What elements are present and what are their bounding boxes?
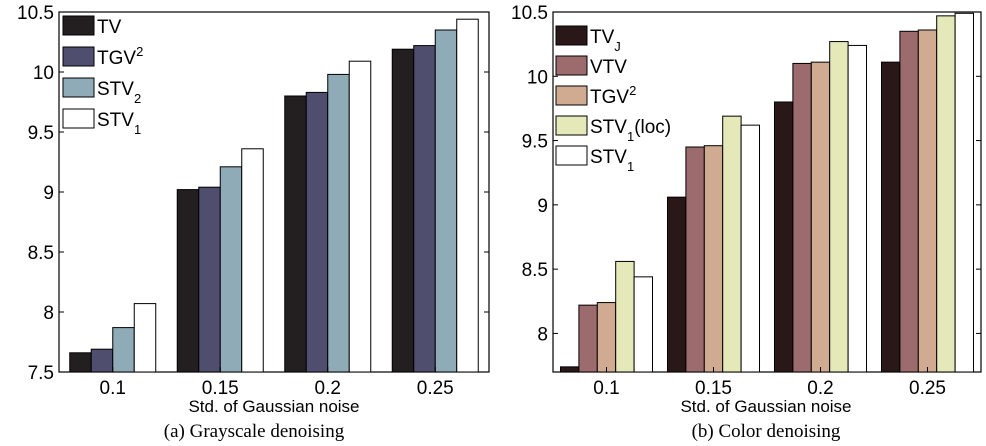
legend-swatch xyxy=(62,46,95,67)
y-tick-label: 10 xyxy=(33,63,54,84)
x-axis-label: Std. of Gaussian noise xyxy=(188,397,359,416)
x-axis-ticks: 0.1 0.15 0.2 0.25 xyxy=(593,367,946,399)
bar-tv-0_2 xyxy=(284,95,307,373)
y-axis-ticks: 7.5 8 8.5 9 9.5 10 10.5 xyxy=(17,3,489,384)
bar-stv1-loc--0_1 xyxy=(615,260,635,373)
bar-tv-0_25 xyxy=(391,48,415,373)
x-axis-label: Std. of Gaussian noise xyxy=(680,397,851,416)
legend: TV TGV2 STV2 STV1 xyxy=(62,15,143,137)
caption: (a) Grayscale denoising xyxy=(164,421,345,442)
bar-stv1-0_15 xyxy=(740,124,761,373)
x-tick-label: 0.15 xyxy=(202,378,239,399)
bar-stv1-0_25 xyxy=(456,18,479,373)
bar-tgv2-0_25 xyxy=(413,45,436,373)
y-tick-label: 9 xyxy=(537,196,548,217)
x-tick-label: 0.2 xyxy=(807,378,833,399)
y-tick-label: 8.5 xyxy=(28,243,54,264)
y-tick-label: 10.5 xyxy=(511,3,548,24)
bar-tgv2-0_15 xyxy=(198,186,221,373)
bar-tgv2-0_1 xyxy=(596,302,617,373)
x-tick-label: 0.1 xyxy=(100,378,126,399)
y-tick-label: 7.5 xyxy=(28,363,54,384)
x-tick-label: 0.15 xyxy=(695,378,732,399)
y-tick-label: 10 xyxy=(527,67,548,88)
bar-tvj-0_1 xyxy=(559,366,580,373)
y-tick-label: 9.5 xyxy=(522,132,548,153)
legend-label: STV2 xyxy=(97,79,141,106)
plot-area-frame xyxy=(552,11,982,373)
chart-panel-color: 8 8.5 9 9.5 10 10.5 0.1 0.15 0.2 0.25 TVJ VTV TGV2… xyxy=(511,3,982,442)
bar-stv2-0_1 xyxy=(112,327,135,373)
legend-swatch xyxy=(555,85,588,106)
bar-tvj-0_15 xyxy=(666,196,687,373)
bar-vtv-0_25 xyxy=(899,30,919,373)
bar-stv1-0_1 xyxy=(133,303,157,373)
y-tick-label: 10.5 xyxy=(17,3,54,24)
legend-label: TGV2 xyxy=(590,83,636,108)
bar-tvj-0_2 xyxy=(773,101,794,373)
legend-swatch xyxy=(555,25,588,46)
bar-stv2-0_15 xyxy=(219,166,243,373)
bar-stv1-0_15 xyxy=(241,148,264,373)
y-tick-label: 9.5 xyxy=(28,123,54,144)
legend-swatch xyxy=(555,115,588,136)
legend-label: STV1(loc) xyxy=(590,117,671,144)
bar-stv2-0_2 xyxy=(327,73,350,373)
legend-swatch xyxy=(555,145,588,166)
legend-label: TVJ xyxy=(590,27,621,54)
legend-swatch xyxy=(62,108,95,129)
bar-group xyxy=(559,12,975,373)
bar-group xyxy=(69,18,479,373)
x-axis-ticks: 0.1 0.15 0.2 0.25 xyxy=(100,367,454,399)
legend-label: TGV2 xyxy=(97,44,143,69)
legend-label: VTV xyxy=(590,57,627,78)
chart-panel-grayscale: 7.5 8 8.5 9 9.5 10 10.5 0.1 0.15 0.2 0.25 TV TGV2 S… xyxy=(17,3,490,442)
bar-tgv2-0_1 xyxy=(90,348,114,373)
legend-swatch xyxy=(62,15,95,36)
legend-label: TV xyxy=(97,17,122,38)
bar-stv1-loc--0_25 xyxy=(936,15,956,373)
bar-vtv-0_1 xyxy=(578,304,598,373)
bar-tgv2-0_25 xyxy=(917,29,938,373)
bar-stv1-0_2 xyxy=(348,60,372,373)
x-tick-label: 0.25 xyxy=(909,378,946,399)
bar-tgv2-0_2 xyxy=(810,61,831,373)
bar-tgv2-0_15 xyxy=(703,145,724,373)
y-tick-label: 8 xyxy=(43,303,54,324)
bar-stv1-0_2 xyxy=(847,44,868,373)
y-tick-label: 8 xyxy=(537,324,548,345)
bar-tv-0_1 xyxy=(69,352,92,373)
legend-label: STV1 xyxy=(590,147,634,174)
y-tick-label: 8.5 xyxy=(522,260,548,281)
y-axis-ticks: 8 8.5 9 9.5 10 10.5 xyxy=(511,3,981,345)
bar-tvj-0_25 xyxy=(880,61,901,373)
caption: (b) Color denoising xyxy=(692,421,841,442)
y-tick-label: 9 xyxy=(43,183,54,204)
legend-label: STV1 xyxy=(97,110,141,137)
bar-tv-0_15 xyxy=(176,189,200,373)
bar-tgv2-0_2 xyxy=(305,91,329,373)
bar-stv1-loc--0_2 xyxy=(829,41,849,373)
bar-stv1-loc--0_15 xyxy=(722,115,742,373)
x-tick-label: 0.1 xyxy=(593,378,619,399)
legend-swatch xyxy=(62,77,95,98)
bar-stv1-0_1 xyxy=(633,276,654,373)
bar-vtv-0_15 xyxy=(685,146,705,373)
bar-stv2-0_25 xyxy=(434,29,458,373)
legend: TVJ VTV TGV2 STV1(loc) STV1 xyxy=(555,25,671,174)
legend-swatch xyxy=(555,55,588,76)
bar-stv1-0_25 xyxy=(954,12,975,373)
bar-vtv-0_2 xyxy=(792,62,812,373)
x-tick-label: 0.25 xyxy=(417,378,454,399)
x-tick-label: 0.2 xyxy=(315,378,341,399)
